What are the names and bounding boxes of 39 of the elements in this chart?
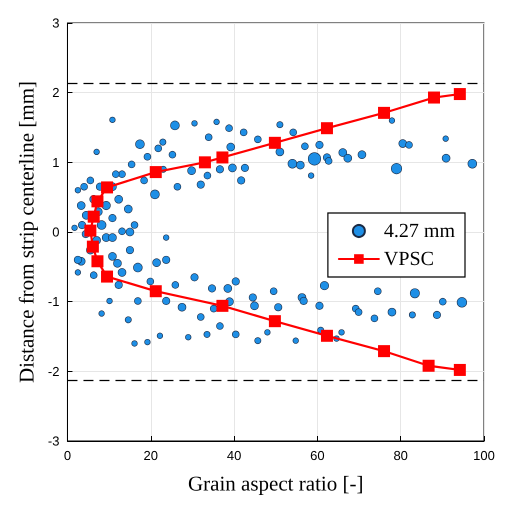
x-tick-label: 0 bbox=[64, 448, 72, 463]
point bbox=[320, 122, 333, 134]
point bbox=[150, 166, 162, 178]
y-tick-label: 3 bbox=[52, 16, 60, 30]
point bbox=[216, 151, 228, 164]
point bbox=[268, 136, 281, 149]
y-tick-label: -3 bbox=[48, 434, 60, 448]
x-tick-label: 100 bbox=[473, 448, 495, 463]
y-tick-label: -2 bbox=[48, 364, 60, 379]
x-tick-label: 20 bbox=[144, 448, 158, 463]
y-tick-label: 2 bbox=[52, 85, 60, 100]
y-tick-label: -1 bbox=[48, 294, 60, 310]
point bbox=[91, 195, 104, 208]
point bbox=[101, 270, 114, 283]
point bbox=[91, 255, 104, 268]
point bbox=[422, 360, 435, 372]
x-axis-title: Grain aspect ratio [-] bbox=[188, 472, 364, 496]
point bbox=[454, 88, 466, 100]
point bbox=[198, 156, 211, 168]
point bbox=[268, 315, 281, 328]
point bbox=[150, 285, 162, 298]
point bbox=[216, 300, 228, 312]
point bbox=[320, 330, 333, 342]
x-tick-label: 80 bbox=[393, 448, 408, 463]
legend-label: 4.27 mm bbox=[384, 220, 456, 242]
y-tick-label: 1 bbox=[52, 154, 60, 170]
point bbox=[454, 364, 466, 376]
point bbox=[101, 181, 114, 194]
x-tick-label: 40 bbox=[226, 448, 242, 463]
y-axis-title: Distance from strip centerline [mm] bbox=[14, 80, 38, 384]
point bbox=[378, 345, 390, 358]
point bbox=[378, 106, 390, 119]
x-tick-label: 60 bbox=[310, 448, 325, 463]
point bbox=[428, 92, 440, 104]
point bbox=[88, 210, 100, 223]
point bbox=[86, 240, 99, 253]
legend-label: VPSC bbox=[384, 248, 434, 270]
point bbox=[84, 224, 96, 237]
y-tick-label: 0 bbox=[52, 224, 60, 240]
